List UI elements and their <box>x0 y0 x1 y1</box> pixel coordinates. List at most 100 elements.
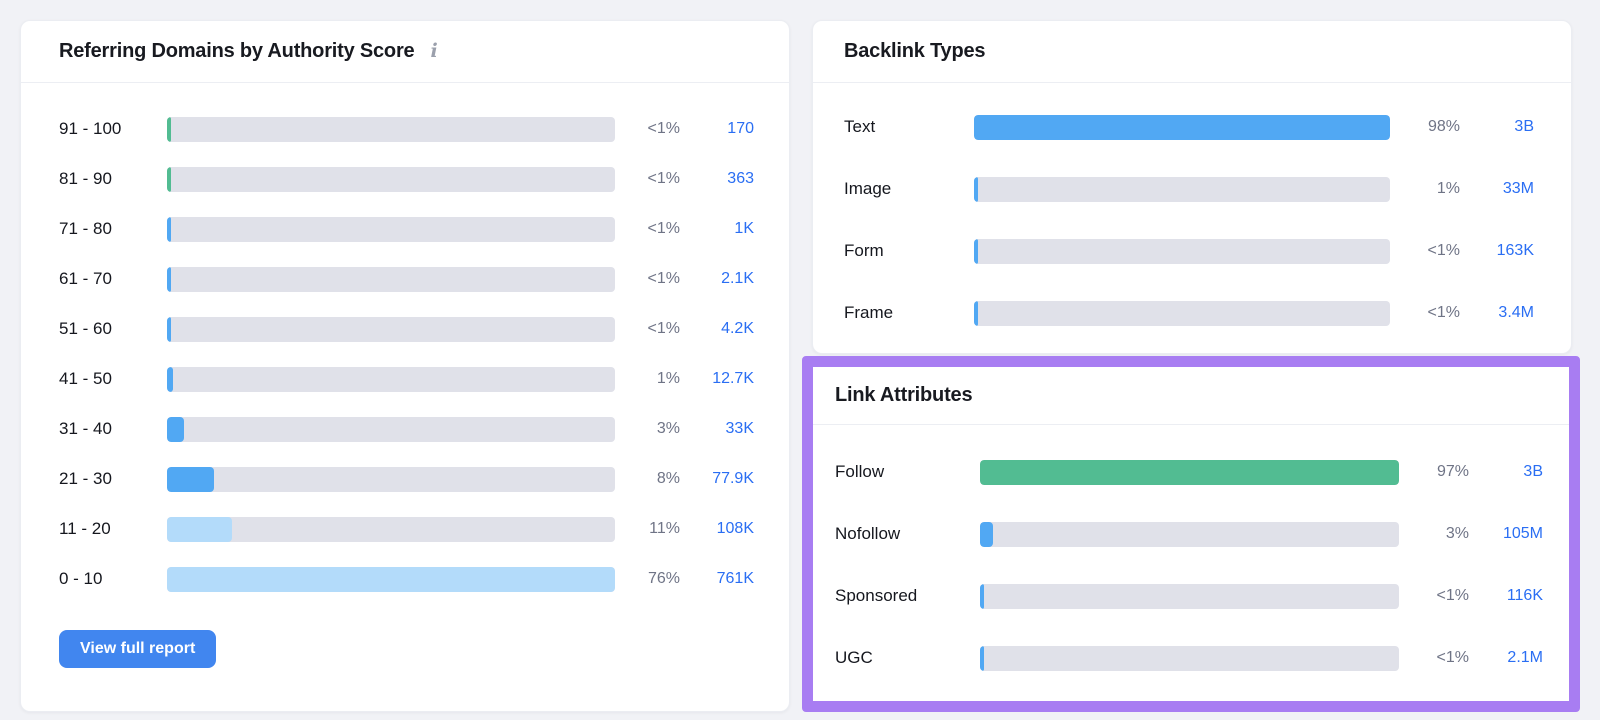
row-percent: <1% <box>647 120 680 137</box>
bar-track <box>167 366 615 392</box>
authority-score-row: 71 - 80 <1% 1K <box>59 204 754 254</box>
score-range-label: 81 - 90 <box>59 169 112 188</box>
bar-track <box>980 645 1399 671</box>
bar-fill <box>167 516 232 542</box>
link-attribute-row: Nofollow 3% 105M <box>835 503 1543 565</box>
backlink-type-row: Frame <1% 3.4M <box>844 282 1534 344</box>
row-count-link[interactable]: 363 <box>727 170 754 187</box>
row-percent: <1% <box>1436 587 1469 604</box>
bar-fill <box>974 114 1390 140</box>
authority-score-row: 0 - 10 76% 761K <box>59 554 754 604</box>
score-range-label: 11 - 20 <box>59 519 111 538</box>
link-attribute-label: Sponsored <box>835 586 918 605</box>
score-range-label: 41 - 50 <box>59 369 112 388</box>
bar-fill <box>167 466 215 492</box>
row-count-link[interactable]: 761K <box>716 570 754 587</box>
authority-score-row: 81 - 90 <1% 363 <box>59 154 754 204</box>
row-count-link[interactable]: 3.4M <box>1498 304 1534 321</box>
backlink-types-title: Backlink Types <box>844 40 986 62</box>
row-percent: 3% <box>1445 525 1469 542</box>
score-range-label: 51 - 60 <box>59 319 112 338</box>
row-count-link[interactable]: 4.2K <box>721 320 754 337</box>
row-count-link[interactable]: 33M <box>1502 180 1534 197</box>
bar-track <box>974 238 1390 264</box>
link-attributes-header: Link Attributes <box>813 367 1569 425</box>
bar-fill <box>167 416 185 442</box>
bar-track <box>974 176 1390 202</box>
info-icon[interactable]: i <box>430 40 438 62</box>
link-attribute-row: UGC <1% 2.1M <box>835 627 1543 689</box>
row-count-link[interactable]: 33K <box>725 420 754 437</box>
authority-score-row: 91 - 100 <1% 170 <box>59 104 754 154</box>
bar-fill <box>980 645 984 671</box>
row-count-link[interactable]: 12.7K <box>712 370 754 387</box>
row-count-link[interactable]: 170 <box>727 120 754 137</box>
view-full-report-button[interactable]: View full report <box>59 630 217 668</box>
bar-track <box>167 316 615 342</box>
bar-fill <box>167 166 171 192</box>
backlink-types-rows: Text 98% 3B Image 1% 33M Form <box>813 83 1571 344</box>
backlink-type-row: Text 98% 3B <box>844 96 1534 158</box>
bar-track <box>167 516 615 542</box>
bar-track <box>167 116 615 142</box>
row-count-link[interactable]: 2.1M <box>1507 649 1543 666</box>
bar-track <box>974 114 1390 140</box>
bar-fill <box>167 266 171 292</box>
bar-track <box>167 466 615 492</box>
row-count-link[interactable]: 3B <box>1523 463 1543 480</box>
bar-track <box>167 216 615 242</box>
score-range-label: 0 - 10 <box>59 569 103 588</box>
link-attribute-label: Nofollow <box>835 524 901 543</box>
row-percent: 76% <box>647 570 680 587</box>
bar-fill <box>167 216 171 242</box>
row-percent: <1% <box>647 220 680 237</box>
row-percent: 8% <box>656 470 680 487</box>
bar-fill <box>980 583 984 609</box>
bar-fill <box>167 366 173 392</box>
authority-score-row: 31 - 40 3% 33K <box>59 404 754 454</box>
authority-score-header: Referring Domains by Authority Score i <box>21 21 789 83</box>
bar-track <box>167 166 615 192</box>
row-percent: 1% <box>656 370 680 387</box>
row-percent: 11% <box>649 520 680 537</box>
backlink-type-row: Form <1% 163K <box>844 220 1534 282</box>
bar-fill <box>980 459 1399 485</box>
link-attributes-rows: Follow 97% 3B Nofollow 3% 105M Sponsored <box>813 425 1569 689</box>
backlink-types-header: Backlink Types <box>813 21 1571 83</box>
row-count-link[interactable]: 1K <box>734 220 754 237</box>
bar-track <box>980 459 1399 485</box>
link-attributes-card-highlighted: Link Attributes Follow 97% 3B Nofollow 3… <box>802 356 1580 712</box>
authority-score-row: 11 - 20 11% 108K <box>59 504 754 554</box>
bar-track <box>974 300 1390 326</box>
link-attribute-row: Follow 97% 3B <box>835 441 1543 503</box>
backlink-type-label: Image <box>844 179 892 198</box>
row-percent: 3% <box>656 420 680 437</box>
row-percent: <1% <box>1427 304 1460 321</box>
row-count-link[interactable]: 163K <box>1496 242 1534 259</box>
row-percent: 1% <box>1436 180 1460 197</box>
row-percent: <1% <box>647 170 680 187</box>
link-attribute-row: Sponsored <1% 116K <box>835 565 1543 627</box>
authority-score-row: 61 - 70 <1% 2.1K <box>59 254 754 304</box>
row-percent: 98% <box>1427 118 1460 135</box>
row-count-link[interactable]: 3B <box>1514 118 1534 135</box>
bar-track <box>167 566 615 592</box>
row-count-link[interactable]: 116K <box>1506 587 1543 604</box>
bar-fill <box>974 176 979 202</box>
row-percent: <1% <box>1436 649 1469 666</box>
authority-score-title: Referring Domains by Authority Score <box>59 40 415 62</box>
bar-fill <box>974 300 978 326</box>
bar-fill <box>167 116 171 142</box>
score-range-label: 91 - 100 <box>59 119 122 138</box>
backlink-type-label: Text <box>844 117 876 136</box>
row-count-link[interactable]: 2.1K <box>721 270 754 287</box>
score-range-label: 71 - 80 <box>59 219 112 238</box>
bar-fill <box>974 238 978 264</box>
row-count-link[interactable]: 105M <box>1502 525 1543 542</box>
row-percent: <1% <box>647 270 680 287</box>
row-count-link[interactable]: 77.9K <box>712 470 754 487</box>
bar-track <box>980 583 1399 609</box>
link-attribute-label: UGC <box>835 648 873 667</box>
row-percent: 97% <box>1436 463 1469 480</box>
row-count-link[interactable]: 108K <box>716 520 754 537</box>
